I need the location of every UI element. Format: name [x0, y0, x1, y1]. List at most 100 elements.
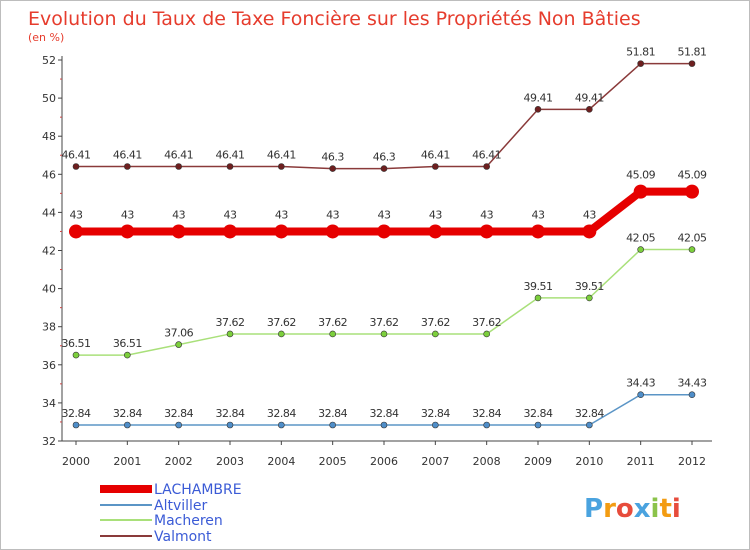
data-point	[175, 341, 182, 348]
data-point	[175, 421, 182, 429]
data-point	[534, 294, 542, 302]
data-point	[432, 163, 439, 170]
data-label: 43	[583, 208, 596, 221]
data-label: 46.41	[164, 148, 193, 161]
data-point	[380, 165, 388, 172]
legend-item-macheren: Macheren	[100, 513, 223, 529]
data-point	[531, 224, 545, 239]
data-point	[223, 224, 237, 239]
data-label: 37.62	[318, 316, 347, 329]
x-tick-label: 2011	[627, 455, 655, 468]
legend-item-altviller: Altviller	[100, 498, 208, 514]
data-label: 46.41	[113, 148, 142, 161]
logo-text: Proxiti	[584, 494, 681, 524]
x-tick-label: 2001	[113, 455, 141, 468]
data-point	[377, 224, 391, 239]
data-point	[483, 330, 490, 338]
x-tick-label: 2006	[370, 455, 398, 468]
data-label: 34.43	[626, 377, 655, 390]
data-point	[688, 391, 696, 399]
data-point	[226, 163, 234, 170]
data-label: 42.05	[626, 232, 655, 245]
data-label: 42.05	[678, 232, 707, 245]
data-label: 43	[532, 208, 545, 221]
data-label: 37.62	[421, 316, 450, 329]
data-label: 46.3	[321, 151, 344, 164]
data-label: 49.41	[575, 91, 604, 104]
data-point	[278, 163, 285, 170]
data-label: 32.84	[267, 407, 296, 420]
y-tick-label: 48	[42, 130, 56, 143]
data-point	[329, 330, 336, 338]
data-label: 51.81	[678, 46, 707, 59]
data-label: 45.09	[678, 169, 707, 182]
data-point	[120, 224, 135, 239]
data-point	[274, 224, 289, 239]
data-label: 46.41	[472, 148, 501, 161]
data-point	[72, 163, 80, 170]
data-point	[483, 421, 490, 429]
data-point	[380, 330, 388, 338]
y-tick-label: 36	[42, 359, 56, 372]
y-tick-label: 50	[42, 92, 56, 105]
data-point	[380, 421, 388, 429]
series-lachambre: 43 43 43 43 43 43 43 43 43 43 43 45.09 45.09	[69, 169, 707, 239]
data-label: 43	[172, 208, 185, 221]
y-tick-label: 52	[42, 54, 56, 67]
data-label: 46.41	[421, 148, 450, 161]
data-label: 32.84	[164, 407, 193, 420]
legend-label: LACHAMBRE	[154, 482, 242, 498]
data-point	[72, 351, 80, 359]
data-label: 32.84	[318, 407, 347, 420]
legend-item-valmont: Valmont	[100, 529, 212, 545]
data-label: 32.84	[370, 407, 399, 420]
data-label: 43	[224, 208, 237, 221]
data-point	[124, 351, 131, 359]
x-tick-label: 2007	[421, 455, 449, 468]
data-point	[637, 391, 644, 399]
data-point	[633, 184, 648, 199]
data-point	[226, 330, 234, 338]
data-label: 49.41	[524, 91, 553, 104]
data-label: 36.51	[62, 337, 91, 350]
data-label: 46.41	[267, 148, 296, 161]
y-tick-label: 34	[42, 397, 56, 410]
data-label: 46.41	[216, 148, 245, 161]
y-tick-label: 32	[42, 435, 56, 448]
data-label: 46.41	[62, 148, 91, 161]
data-point	[72, 421, 80, 429]
data-point	[432, 421, 439, 429]
axes: 32 34 36 38 40 42 44 46 48 50 52 2000 2001 2002 2003 20…	[42, 54, 712, 468]
data-label: 34.43	[678, 377, 707, 390]
data-label: 43	[429, 208, 442, 221]
data-label: 36.51	[113, 337, 142, 350]
x-tick-label: 2008	[473, 455, 501, 468]
data-label: 37.62	[267, 316, 296, 329]
data-label: 37.62	[472, 316, 501, 329]
data-point	[278, 421, 285, 429]
data-label: 39.51	[575, 280, 604, 293]
legend-label: Macheren	[154, 513, 223, 529]
legend-label: Altviller	[154, 498, 208, 514]
chart-title: Evolution du Taux de Taxe Foncière sur l…	[28, 8, 641, 30]
data-point	[582, 224, 597, 239]
data-point	[586, 294, 593, 302]
data-point	[175, 163, 182, 170]
data-label: 45.09	[626, 169, 655, 182]
data-point	[69, 224, 83, 239]
data-label: 37.06	[164, 327, 193, 340]
data-label: 32.84	[524, 407, 553, 420]
proxiti-logo: Proxiti	[584, 494, 681, 524]
data-point	[688, 60, 696, 67]
x-tick-label: 2010	[575, 455, 603, 468]
y-tick-label: 44	[42, 206, 56, 219]
y-tick-label: 46	[42, 168, 56, 181]
data-label: 43	[275, 208, 288, 221]
series-valmont: 46.41 46.41 46.41 46.41 46.41 46.3 46.3 46.41 46…	[62, 46, 707, 172]
data-point	[637, 246, 644, 253]
x-tick-label: 2005	[319, 455, 347, 468]
data-label: 32.84	[421, 407, 450, 420]
data-point	[171, 224, 186, 239]
